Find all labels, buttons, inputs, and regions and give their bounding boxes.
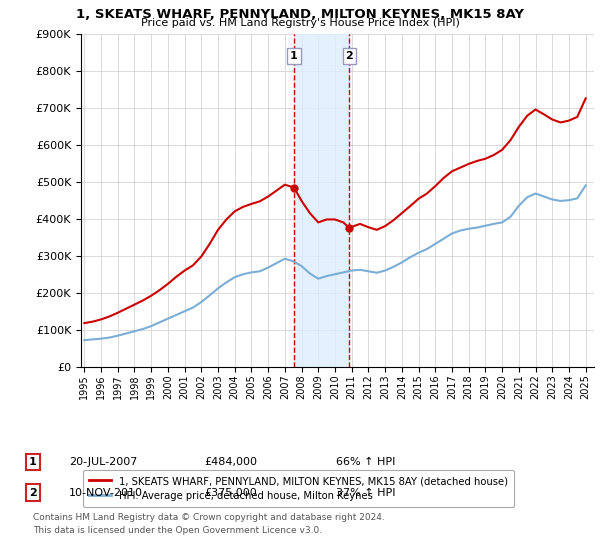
- Text: 1: 1: [290, 51, 298, 61]
- Text: 1: 1: [29, 457, 37, 467]
- Text: 2: 2: [346, 51, 353, 61]
- Text: £484,000: £484,000: [204, 457, 257, 467]
- Text: 66% ↑ HPI: 66% ↑ HPI: [336, 457, 395, 467]
- Legend: 1, SKEATS WHARF, PENNYLAND, MILTON KEYNES, MK15 8AY (detached house), HPI: Avera: 1, SKEATS WHARF, PENNYLAND, MILTON KEYNE…: [83, 470, 514, 507]
- Text: 2: 2: [29, 488, 37, 498]
- Text: £375,000: £375,000: [204, 488, 257, 498]
- Text: Price paid vs. HM Land Registry's House Price Index (HPI): Price paid vs. HM Land Registry's House …: [140, 18, 460, 29]
- Text: This data is licensed under the Open Government Licence v3.0.: This data is licensed under the Open Gov…: [33, 526, 322, 535]
- Text: 10-NOV-2010: 10-NOV-2010: [69, 488, 143, 498]
- Text: Contains HM Land Registry data © Crown copyright and database right 2024.: Contains HM Land Registry data © Crown c…: [33, 513, 385, 522]
- Text: 1, SKEATS WHARF, PENNYLAND, MILTON KEYNES, MK15 8AY: 1, SKEATS WHARF, PENNYLAND, MILTON KEYNE…: [76, 8, 524, 21]
- Text: 20-JUL-2007: 20-JUL-2007: [69, 457, 137, 467]
- Bar: [294, 34, 349, 367]
- Text: 37% ↑ HPI: 37% ↑ HPI: [336, 488, 395, 498]
